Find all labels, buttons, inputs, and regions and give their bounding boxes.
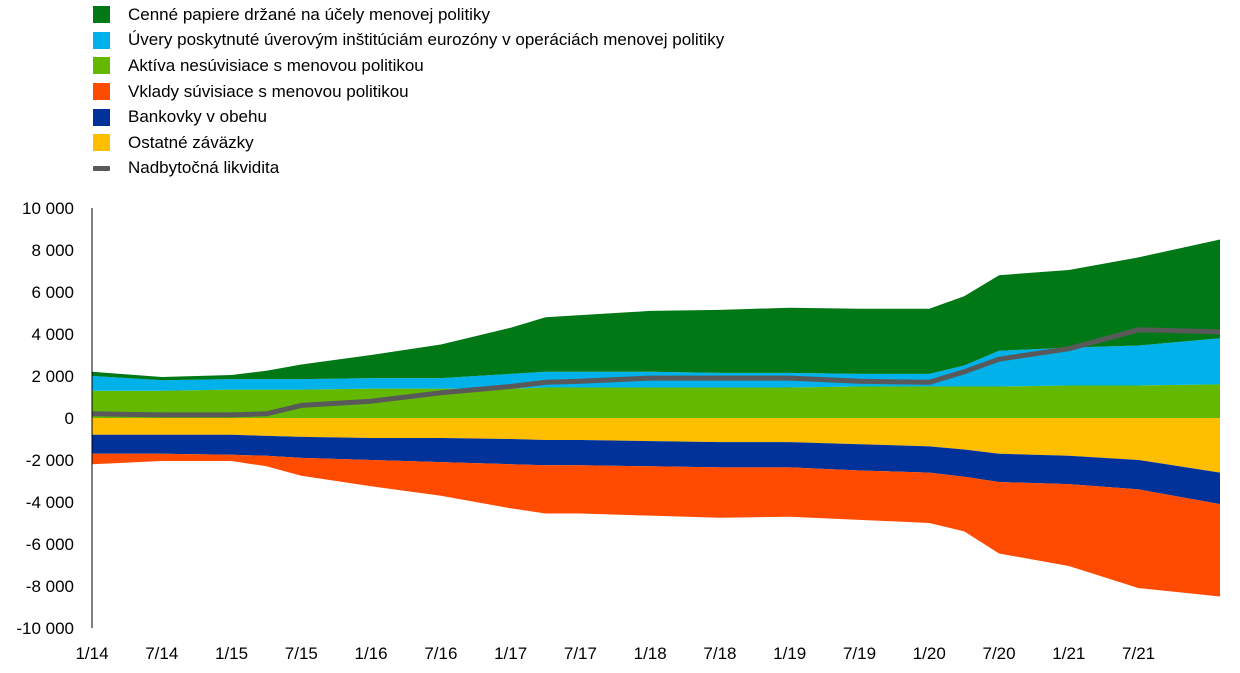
legend-swatch [93,108,110,126]
x-tick-label: 1/18 [634,644,667,663]
y-tick-label: 0 [65,409,74,428]
y-tick-label: -8 000 [26,577,74,596]
x-tick-label: 1/17 [494,644,527,663]
x-tick-label: 7/17 [564,644,597,663]
x-tick-label: 7/20 [983,644,1016,663]
legend-label: Vklady súvisiace s menovou politikou [128,81,409,101]
legend-item: Nadbytočná likvidita [93,156,724,182]
legend-swatch [93,165,110,171]
x-tick-label: 7/16 [424,644,457,663]
area-series [92,434,1220,505]
x-tick-label: 7/19 [843,644,876,663]
legend-item: Cenné papiere držané na účely menovej po… [93,2,724,28]
x-tick-label: 7/18 [703,644,736,663]
y-tick-label: -6 000 [26,535,74,554]
y-tick-label: 6 000 [31,283,74,302]
y-tick-label: 10 000 [22,199,74,218]
area-series [92,453,1220,597]
x-tick-label: 1/20 [913,644,946,663]
x-tick-label: 1/19 [773,644,806,663]
legend-label: Nadbytočná likvidita [128,158,280,178]
y-tick-label: -10 000 [16,619,74,638]
legend-item: Vklady súvisiace s menovou politikou [93,79,724,105]
legend-item: Ostatné záväzky [93,130,724,156]
legend-item: Úvery poskytnuté úverovým inštitúciám eu… [93,28,724,54]
legend-label: Cenné papiere držané na účely menovej po… [128,4,490,24]
legend-label: Bankovky v obehu [128,107,267,127]
y-tick-label: 4 000 [31,325,74,344]
y-tick-label: -2 000 [26,451,74,470]
legend-swatch [93,57,110,75]
area-series [92,239,1220,381]
y-tick-label: -4 000 [26,493,74,512]
x-tick-label: 1/14 [75,644,108,663]
x-tick-label: 1/16 [355,644,388,663]
x-tick-label: 7/15 [285,644,318,663]
line-series [91,327,1221,418]
legend-label: Aktíva nesúvisiace s menovou politikou [128,55,424,75]
y-tick-label: 8 000 [31,241,74,260]
legend-item: Bankovky v obehu [93,104,724,130]
legend-swatch [93,6,110,24]
legend-swatch [93,31,110,49]
area-series [92,384,1220,418]
x-tick-label: 1/21 [1052,644,1085,663]
area-series [92,418,1220,473]
legend-swatch [93,83,110,101]
legend-item: Aktíva nesúvisiace s menovou politikou [93,53,724,79]
legend-label: Ostatné záväzky [128,132,254,152]
x-tick-label: 7/14 [145,644,178,663]
x-tick-label: 1/15 [215,644,248,663]
legend-label: Úvery poskytnuté úverovým inštitúciám eu… [128,30,725,50]
legend-swatch [93,134,110,152]
x-tick-label: 7/21 [1122,644,1155,663]
y-tick-label: 2 000 [31,367,74,386]
legend: Cenné papiere držané na účely menovej po… [93,2,724,181]
